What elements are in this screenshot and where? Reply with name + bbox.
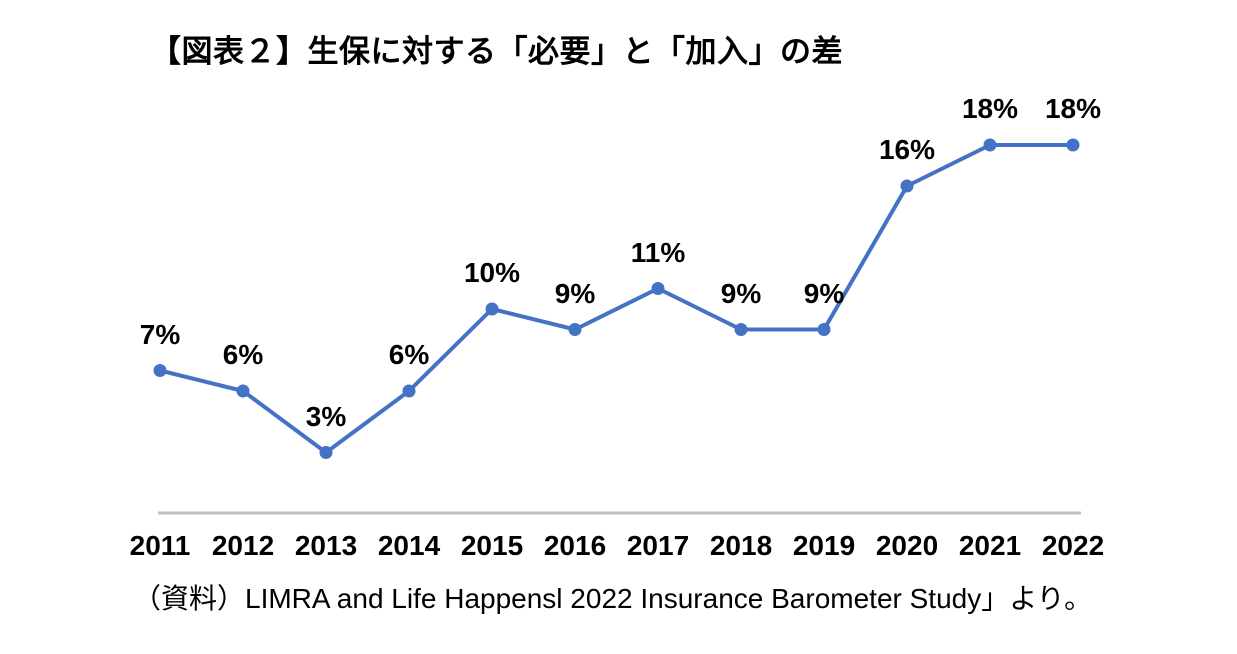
data-point-marker xyxy=(651,282,665,295)
data-label: 9% xyxy=(803,277,845,309)
data-point-marker xyxy=(485,302,499,316)
x-axis-tick-label: 2020 xyxy=(875,530,939,561)
data-label: 18% xyxy=(961,93,1019,124)
data-point-marker xyxy=(817,323,831,336)
x-axis-tick-label: 2012 xyxy=(211,530,275,561)
chart-title: 【図表２】生保に対する「必要」と「加入」の差 xyxy=(150,34,843,69)
data-label: 6% xyxy=(222,339,264,370)
data-point-marker xyxy=(568,323,582,336)
data-label: 16% xyxy=(878,134,936,165)
data-point-marker xyxy=(236,384,250,398)
data-series-line xyxy=(158,143,1075,455)
data-label: 7% xyxy=(139,318,181,350)
data-point-marker xyxy=(983,138,997,152)
data-label: 9% xyxy=(720,277,762,309)
data-point-marker xyxy=(319,446,333,459)
x-axis-tick-label: 2021 xyxy=(958,530,1022,561)
x-axis-tick-label: 2015 xyxy=(460,530,524,561)
data-label: 6% xyxy=(388,339,430,370)
data-label: 3% xyxy=(305,400,347,432)
x-axis-tick-label: 2018 xyxy=(709,530,773,561)
source-caption: （資料）LIMRA and Life Happensl 2022 Insuran… xyxy=(133,583,1093,614)
x-axis-tick-label: 2013 xyxy=(294,530,358,561)
x-axis-tick-label: 2019 xyxy=(792,530,856,561)
x-axis-tick-label: 2017 xyxy=(626,530,690,561)
data-point-marker xyxy=(402,384,416,398)
data-label: 18% xyxy=(1044,93,1102,124)
data-label: 9% xyxy=(554,277,596,309)
data-point-marker xyxy=(1066,138,1080,152)
data-label: 10% xyxy=(463,257,521,288)
data-point-marker xyxy=(153,364,167,377)
data-label: 11% xyxy=(630,236,686,268)
x-axis-tick-label: 2016 xyxy=(543,530,607,561)
x-axis-tick-label: 2014 xyxy=(377,530,441,561)
data-point-marker xyxy=(734,323,748,336)
data-point-marker xyxy=(900,179,914,193)
x-axis-tick-label: 2022 xyxy=(1041,530,1105,561)
x-axis-tick-label: 2011 xyxy=(129,530,191,561)
